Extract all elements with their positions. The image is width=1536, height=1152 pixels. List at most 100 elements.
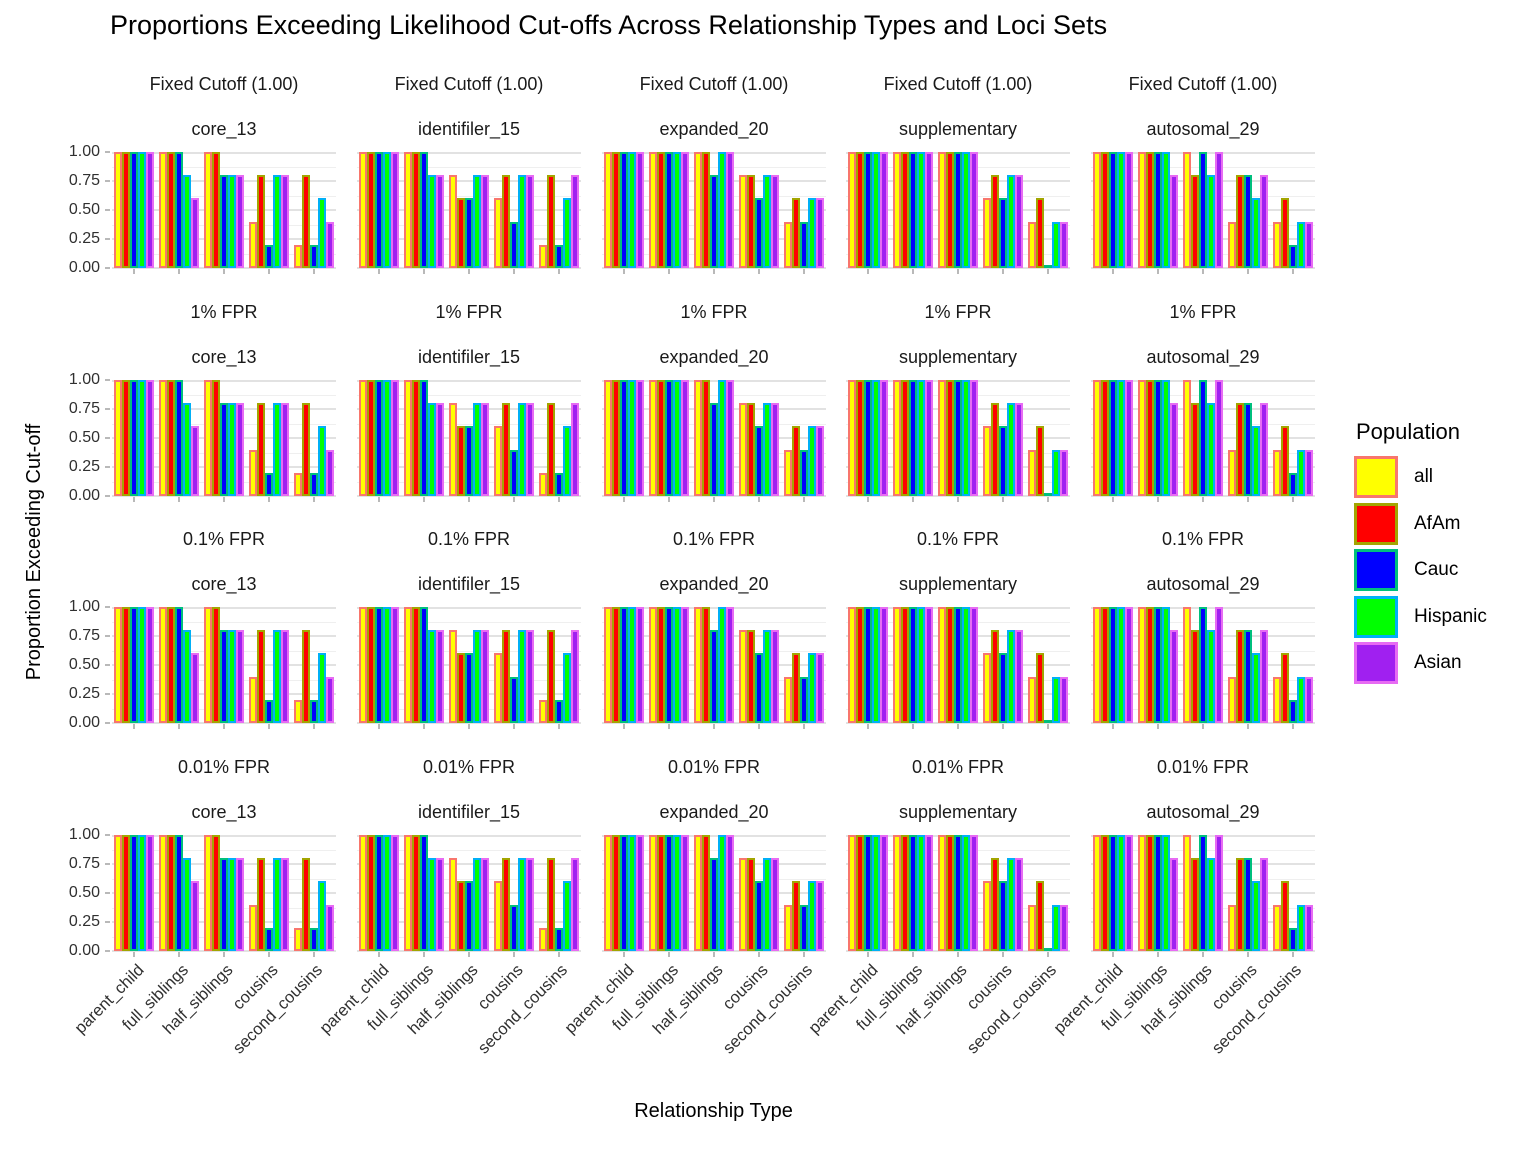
gridline-minor [602,167,826,168]
bar [317,198,326,268]
bar [204,152,212,268]
x-tick-mark [713,497,715,502]
x-tick-mark [378,497,381,502]
bar [754,426,763,496]
bar [272,175,281,268]
x-tick-mark [312,497,315,502]
bar [481,175,489,268]
facet-locus-label: core_13 [191,119,257,139]
bar [1183,835,1191,951]
x-tick-mark [133,497,136,502]
gridline-major [357,835,581,837]
bar [702,835,710,951]
gridline-major [602,950,826,952]
gridline-major [112,380,336,382]
y-tick-mark [105,209,110,211]
gridline-minor [357,167,581,168]
bar [738,175,747,268]
gridline-major [112,835,336,837]
bar [815,426,824,496]
bar [1109,152,1118,268]
bar [710,630,718,723]
bar [228,858,236,951]
facet-cutoff-label: 1% FPR [924,302,992,322]
bar [1043,493,1052,496]
bar [848,835,857,951]
bar [264,928,273,951]
y-tick-mark [105,238,110,240]
x-tick-mark [713,724,715,729]
y-tick-label: 1.00 [68,598,100,615]
facet-locus-label: supplementary [898,574,1018,594]
facet-locus-label: expanded_20 [659,119,769,139]
facet-cutoff-label: 1% FPR [190,302,258,322]
legend-label-Cauc: Cauc [1414,559,1459,580]
bar [280,175,289,268]
bar [1259,175,1268,268]
x-tick-mark [1001,952,1004,957]
bar [130,607,139,723]
y-tick-label: 1.00 [68,371,100,388]
bar [1146,380,1155,496]
bar [1014,630,1023,723]
x-tick-mark [267,952,270,957]
facet-cutoff-label: Fixed Cutoff (1.00) [394,74,544,94]
bar [783,450,792,496]
y-tick-mark [105,664,110,666]
facet-cutoff-label: 0.1% FPR [427,529,511,549]
bar [791,881,800,951]
y-tick-mark [105,437,110,439]
bar [493,426,502,496]
x-tick-mark [1202,269,1204,274]
bar [612,607,621,723]
bar [925,380,934,496]
bar [1035,198,1044,268]
bar [1014,403,1023,496]
bar [738,403,747,496]
x-tick-mark [557,724,560,729]
bar [673,380,682,496]
bar [546,858,555,951]
x-tick-mark [757,497,760,502]
y-tick-mark [105,180,110,182]
bar [770,403,779,496]
bar [815,198,824,268]
bar [612,380,621,496]
bar [1027,905,1036,951]
bar [436,630,445,723]
x-axis-title: Relationship Type [634,1100,793,1122]
bar [293,473,302,496]
bar [359,835,368,951]
bar [1243,630,1252,723]
bar [1227,905,1236,951]
bar [783,905,792,951]
bar [791,653,800,723]
bar [694,380,702,496]
bar [383,607,392,723]
x-tick-mark [223,724,225,729]
x-tick-mark [223,497,225,502]
facet-locus-label: autosomal_29 [1146,347,1260,367]
bar [375,380,384,496]
facet-cutoff-label: 1% FPR [1169,302,1237,322]
x-tick-mark [1246,724,1249,729]
bar [367,152,376,268]
bar [1183,380,1191,496]
x-tick-mark [1046,724,1049,729]
bar [799,905,808,951]
bar [1162,152,1171,268]
gridline-minor [602,622,826,623]
facet-cutoff-label: Fixed Cutoff (1.00) [149,74,299,94]
bar [1138,152,1147,268]
bar [909,607,918,723]
bar [1288,700,1297,723]
bar [1288,473,1297,496]
bar [872,607,881,723]
y-tick-mark [105,267,110,269]
bar [525,403,534,496]
bar [191,426,200,496]
bar [114,380,123,496]
facet-cutoff-label: 0.1% FPR [672,529,756,549]
bar [917,835,926,951]
